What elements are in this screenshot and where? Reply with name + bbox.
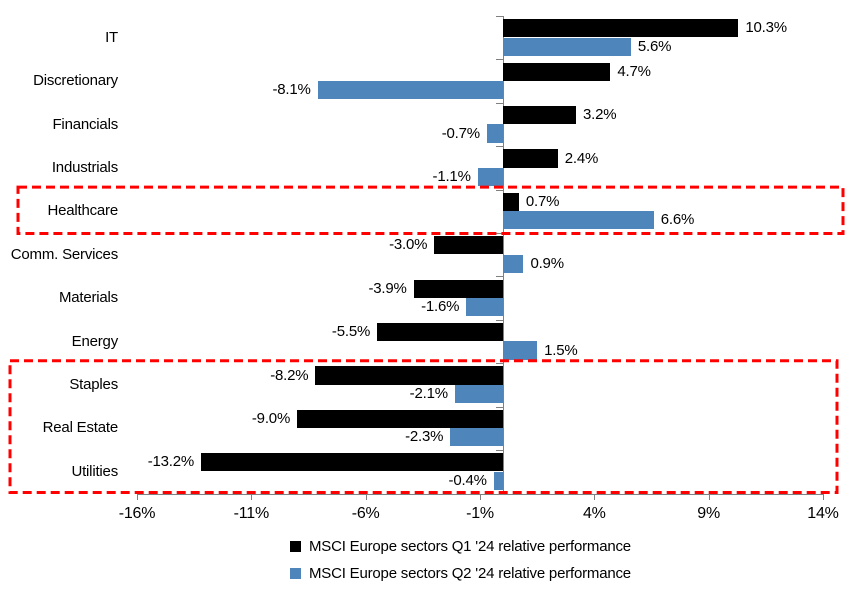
category-axis-tick — [495, 233, 503, 235]
bar-q2-energy — [502, 341, 538, 360]
legend-label-q2: MSCI Europe sectors Q2 '24 relative perf… — [309, 565, 631, 582]
category-label-healthcare: Healthcare — [47, 202, 118, 220]
bar-q2-materials — [466, 298, 503, 317]
value-label-q2-it: 5.6% — [637, 37, 672, 55]
category-axis-tick — [495, 406, 503, 408]
bar-q1-real-estate — [297, 409, 503, 429]
category-label-discretionary: Discretionary — [33, 72, 118, 90]
value-label-q1-utilities: -13.2% — [147, 453, 195, 471]
legend-item-q1: MSCI Europe sectors Q1 '24 relative perf… — [290, 537, 631, 556]
legend-swatch-q1-icon — [290, 541, 301, 552]
category-label-materials: Materials — [58, 289, 118, 307]
category-label-energy: Energy — [71, 332, 119, 350]
value-label-q2-real-estate: -2.3% — [405, 428, 444, 446]
value-label-q1-real-estate: -9.0% — [251, 409, 291, 427]
category-label-utilities: Utilities — [71, 462, 118, 480]
value-label-q1-industrials: 2.4% — [564, 149, 599, 167]
value-label-q1-healthcare: 0.7% — [525, 192, 560, 210]
value-label-q2-discretionary: -8.1% — [272, 81, 311, 99]
category-label-comm-services: Comm. Services — [10, 245, 118, 263]
category-axis-tick — [495, 450, 503, 452]
value-label-q2-industrials: -1.1% — [432, 167, 471, 185]
bar-q2-it — [502, 37, 631, 56]
bar-q1-it — [502, 19, 739, 38]
bar-q2-comm-services — [502, 254, 524, 273]
bar-q2-discretionary — [317, 81, 503, 100]
category-label-financials: Financials — [52, 115, 118, 133]
legend-item-q2: MSCI Europe sectors Q2 '24 relative perf… — [290, 564, 631, 583]
legend-label-q1: MSCI Europe sectors Q1 '24 relative perf… — [309, 538, 631, 555]
value-label-q2-financials: -0.7% — [441, 124, 480, 142]
value-label-q2-staples: -2.1% — [409, 384, 448, 402]
value-label-q1-materials: -3.9% — [368, 279, 407, 297]
value-label-q2-comm-services: 0.9% — [530, 254, 564, 272]
value-label-q1-staples: -8.2% — [270, 366, 309, 384]
x-tick-label: -6% — [351, 504, 380, 522]
value-label-q1-financials: 3.2% — [583, 106, 617, 124]
x-axis-tick — [823, 493, 824, 500]
bar-q2-industrials — [477, 167, 503, 186]
category-axis-tick — [495, 189, 503, 191]
category-axis-tick — [495, 102, 503, 104]
x-axis-tick — [137, 493, 138, 500]
bar-q1-financials — [502, 106, 577, 125]
category-axis-tick — [495, 59, 503, 61]
x-tick-label: -11% — [233, 504, 270, 522]
bar-q1-materials — [413, 279, 503, 298]
bar-q2-staples — [454, 384, 503, 404]
x-tick-label: 9% — [697, 504, 721, 522]
value-label-q2-healthcare: 6.6% — [660, 211, 695, 229]
category-label-it: IT — [105, 28, 118, 46]
value-label-q1-comm-services: -3.0% — [389, 236, 428, 254]
x-axis-tick — [594, 493, 596, 500]
category-label-staples: Staples — [69, 375, 118, 393]
category-axis-tick — [495, 319, 503, 321]
category-label-real-estate: Real Estate — [42, 419, 119, 437]
x-tick-label: -1% — [466, 504, 494, 522]
x-axis-tick — [708, 493, 710, 500]
bar-q2-financials — [486, 124, 503, 143]
bar-q1-industrials — [502, 149, 558, 168]
x-axis-tick — [251, 493, 253, 500]
bar-q1-staples — [315, 366, 503, 385]
bar-q1-utilities — [201, 453, 503, 472]
bar-q1-comm-services — [434, 236, 503, 255]
category-axis-tick — [495, 363, 503, 365]
legend-swatch-q2-icon — [290, 568, 301, 579]
category-axis-tick — [495, 146, 503, 148]
x-axis-tick — [480, 493, 481, 500]
bar-q2-healthcare — [502, 211, 654, 230]
bar-q1-energy — [377, 323, 503, 342]
category-axis-tick — [495, 16, 503, 17]
x-tick-label: 4% — [582, 504, 606, 522]
bar-q2-utilities — [493, 471, 503, 490]
x-tick-label: 14% — [807, 504, 839, 522]
value-label-q1-it: 10.3% — [745, 19, 787, 37]
value-label-q2-energy: 1.5% — [544, 341, 578, 359]
bar-q2-real-estate — [450, 428, 503, 447]
x-tick-label: -16% — [118, 504, 156, 522]
value-label-q2-materials: -1.6% — [421, 298, 460, 316]
category-label-industrials: Industrials — [51, 158, 118, 176]
legend: MSCI Europe sectors Q1 '24 relative perf… — [290, 537, 631, 583]
value-label-q1-energy: -5.5% — [331, 323, 371, 341]
category-axis-tick — [495, 276, 503, 278]
bar-q1-discretionary — [502, 62, 611, 81]
x-axis-tick — [365, 493, 367, 500]
value-label-q1-discretionary: 4.7% — [617, 62, 651, 80]
bar-q1-healthcare — [502, 192, 519, 212]
value-label-q2-utilities: -0.4% — [448, 471, 487, 489]
